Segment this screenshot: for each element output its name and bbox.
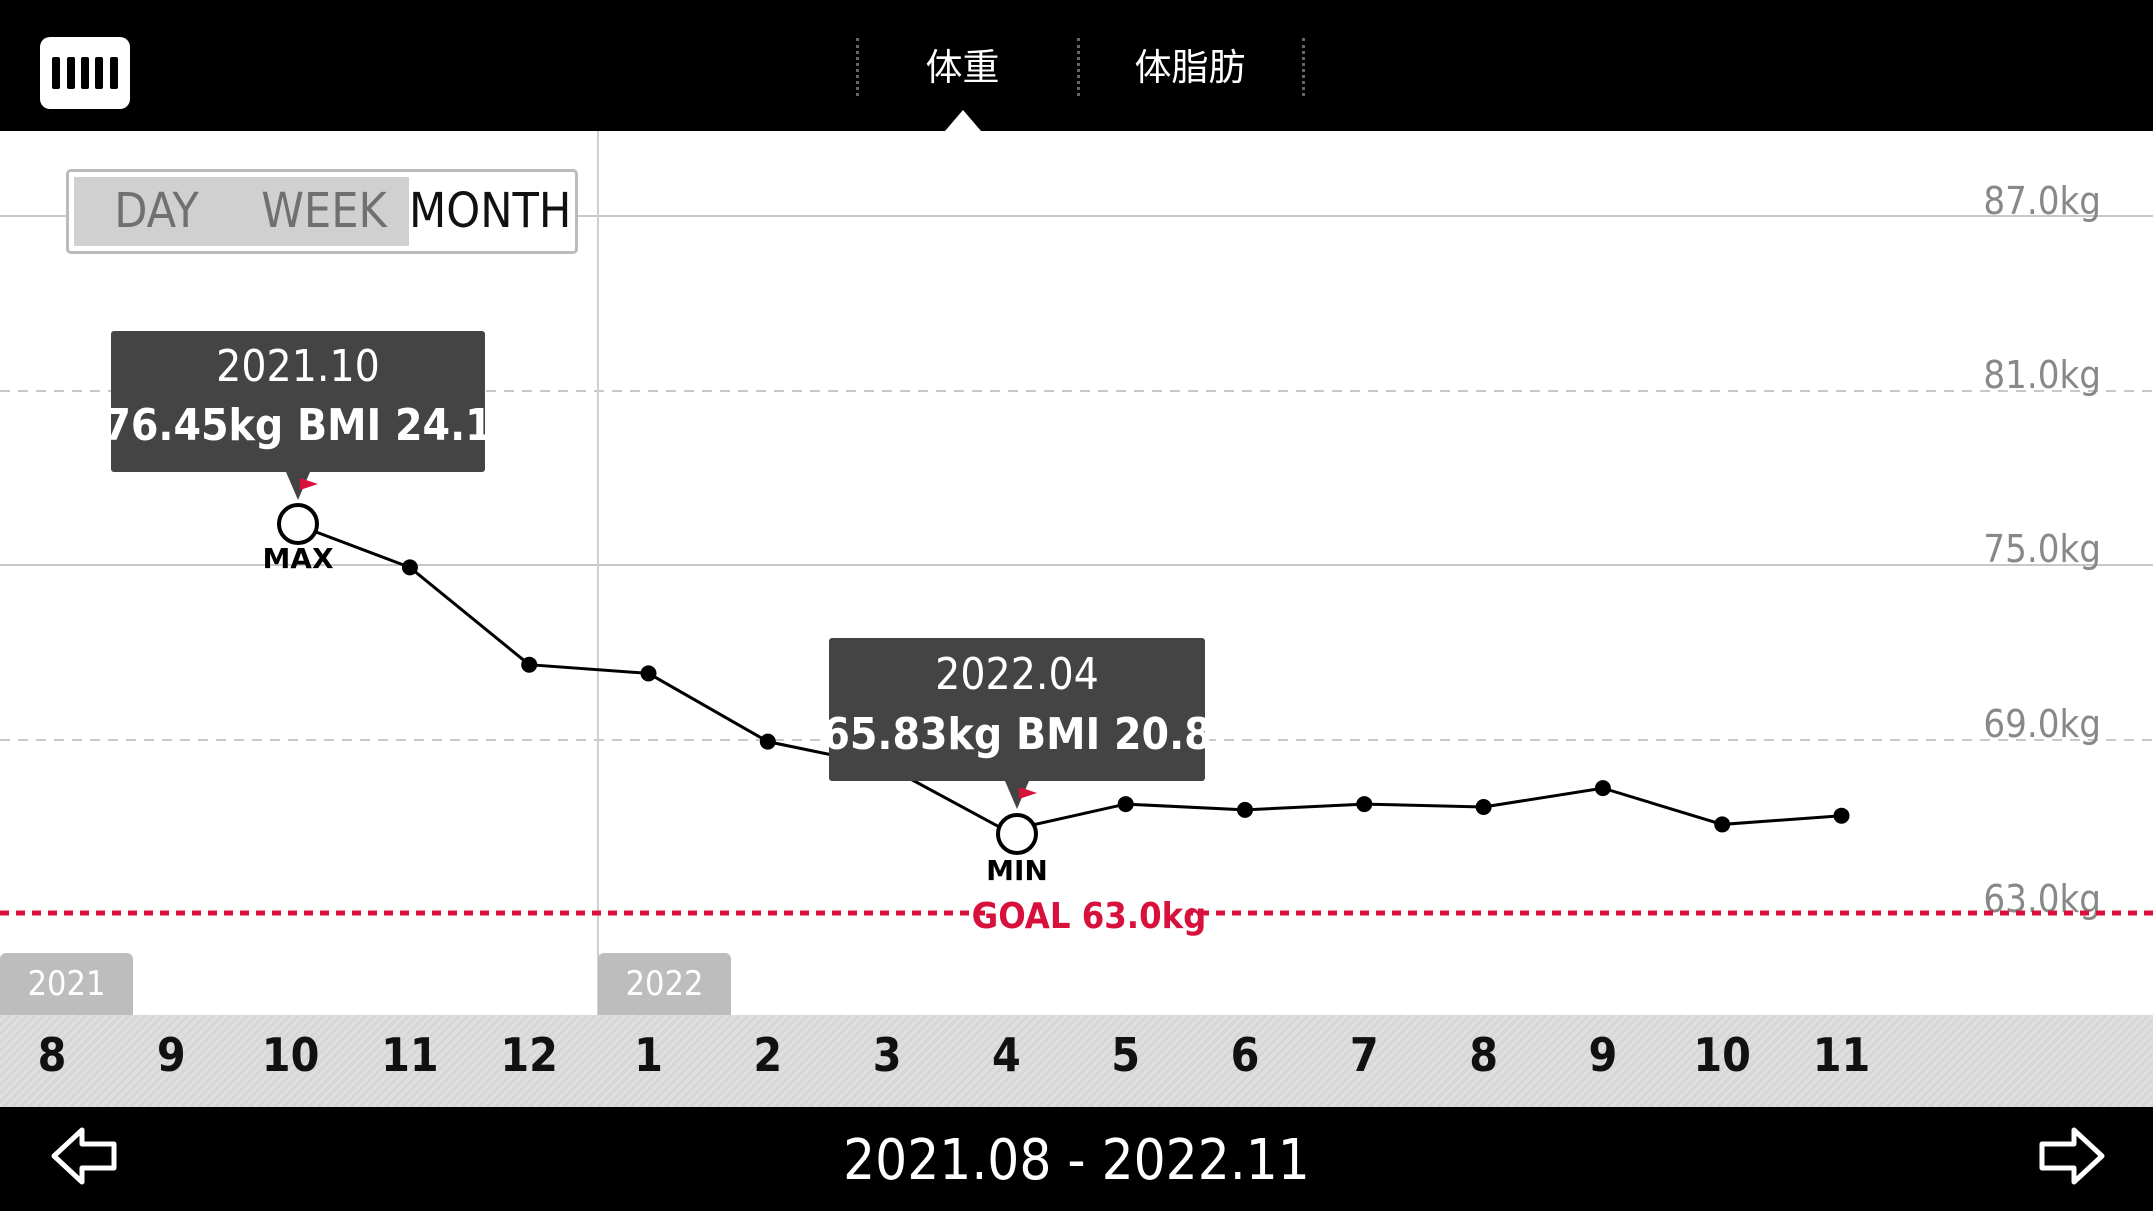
top-bar: 体重 体脂肪	[0, 0, 2153, 131]
max-callout-value: 76.45kg BMI 24.1	[103, 400, 492, 451]
x-tick-label: 11	[1812, 1028, 1871, 1082]
tab-weight[interactable]: 体重	[925, 46, 1000, 89]
year-badge-2022: 2022	[598, 953, 731, 1015]
arrow-right-icon[interactable]	[2036, 1125, 2106, 1187]
weight-line	[290, 520, 1842, 833]
min-callout-value: 65.83kg BMI 20.8	[822, 709, 1211, 760]
max-marker-label: MAX	[262, 542, 334, 575]
max-callout-pointer	[286, 472, 310, 500]
tab-separator	[1077, 38, 1080, 96]
weight-series	[282, 514, 1850, 839]
data-point-8[interactable]	[1475, 798, 1492, 815]
min-flag-icon	[1019, 787, 1037, 799]
x-tick-label: 7	[1349, 1028, 1379, 1082]
min-callout-pointer	[1005, 781, 1029, 809]
data-point-11[interactable]	[401, 559, 418, 576]
data-point-12[interactable]	[521, 656, 538, 673]
data-point-10[interactable]	[1714, 816, 1731, 833]
x-tick-label: 8	[1469, 1028, 1498, 1082]
y-tick-label: 75.0kg	[1983, 527, 2101, 571]
x-tick-label: 9	[156, 1028, 186, 1082]
max-marker-ring	[277, 503, 319, 545]
x-tick-label: 10	[261, 1028, 320, 1082]
goal-label-bg	[992, 888, 1186, 936]
data-point-11[interactable]	[1833, 807, 1850, 824]
x-tick-label: 12	[500, 1028, 558, 1082]
y-tick-label: 87.0kg	[1983, 179, 2101, 223]
data-point-6[interactable]	[1237, 801, 1253, 818]
date-range: 2021.08 - 2022.11	[843, 1128, 1310, 1193]
min-callout-date: 2022.04	[935, 649, 1099, 700]
max-flag-icon	[300, 478, 318, 490]
data-point-9[interactable]	[1594, 780, 1611, 797]
month-button[interactable]: MONTH	[409, 177, 571, 246]
min-callout: 2022.04 65.83kg BMI 20.8 MIN	[822, 638, 1212, 887]
week-button[interactable]: WEEK	[261, 183, 387, 239]
tab-body-fat[interactable]: 体脂肪	[1134, 46, 1246, 89]
x-axis-band	[0, 1015, 2153, 1107]
data-point-1[interactable]	[640, 665, 657, 682]
goal-label: GOAL 63.0kg	[972, 896, 1207, 937]
scale-logo-icon[interactable]	[40, 37, 130, 109]
data-point-2[interactable]	[759, 733, 776, 750]
x-tick-label: 5	[1111, 1028, 1141, 1082]
max-callout: 2021.10 76.45kg BMI 24.1 MAX	[103, 331, 493, 575]
x-tick-label: 10	[1693, 1028, 1751, 1082]
min-marker-label: MIN	[986, 854, 1048, 887]
y-tick-label: 81.0kg	[1983, 353, 2101, 397]
period-toggle: DAY WEEK MONTH	[66, 169, 578, 254]
tab-separator	[856, 38, 859, 96]
data-point-5[interactable]	[1117, 796, 1134, 813]
max-callout-box	[111, 331, 485, 472]
x-tick-label: 8	[37, 1028, 67, 1082]
arrow-left-icon[interactable]	[50, 1125, 120, 1187]
max-callout-date: 2021.10	[216, 341, 380, 392]
x-tick-label: 9	[1588, 1028, 1618, 1082]
bottom-bar	[0, 1107, 2153, 1211]
x-tick-label: 1	[634, 1028, 663, 1082]
year-badge-2021: 2021	[0, 953, 133, 1015]
min-callout-box	[829, 638, 1205, 781]
tab-separator	[1302, 38, 1305, 96]
x-tick-label: 3	[872, 1028, 902, 1082]
active-tab-caret-icon	[945, 110, 981, 131]
x-tick-label: 11	[381, 1028, 439, 1082]
day-button[interactable]: DAY	[114, 183, 199, 239]
y-tick-label: 69.0kg	[1983, 702, 2101, 746]
x-tick-label: 6	[1230, 1028, 1260, 1082]
x-tick-label: 2	[753, 1028, 783, 1082]
data-point-7[interactable]	[1356, 796, 1373, 813]
min-marker-ring	[996, 813, 1038, 855]
x-tick-label: 4	[991, 1028, 1021, 1082]
